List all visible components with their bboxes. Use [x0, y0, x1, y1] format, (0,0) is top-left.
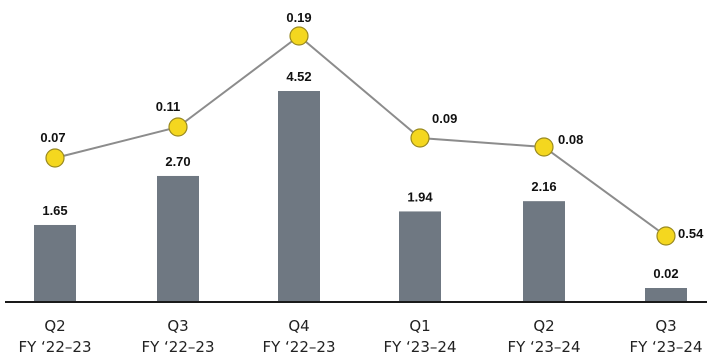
line-point [168, 117, 188, 137]
x-tick-quarter: Q3 [167, 317, 188, 335]
point-value-label: 0.54 [678, 226, 704, 241]
bar-value-label: 1.94 [407, 189, 433, 204]
bar-value-label: 0.02 [653, 266, 678, 281]
bar [34, 224, 76, 302]
x-tick-quarter: Q4 [288, 317, 309, 335]
bar-value-label: 2.70 [165, 154, 190, 169]
point-value-label: 0.09 [432, 111, 457, 126]
x-tick-quarter: Q1 [409, 317, 430, 335]
bar [399, 211, 441, 302]
line-point [45, 148, 65, 168]
bar [157, 175, 199, 302]
x-tick-fiscal-year: FY ‘22–23 [141, 338, 214, 356]
x-tick-quarter: Q2 [533, 317, 554, 335]
point-value-label: 0.08 [558, 132, 583, 147]
bar-data-labels: 1.65 2.70 4.52 1.94 2.16 0.02 [42, 69, 678, 281]
line-point [656, 226, 676, 246]
x-tick-fiscal-year: FY ‘23–24 [629, 338, 702, 356]
bar [278, 91, 320, 302]
line-point [410, 128, 430, 148]
bar-series [34, 91, 687, 302]
bar [645, 288, 687, 302]
x-axis-tick-labels: Q2 FY ‘22–23 Q3 FY ‘22–23 Q4 FY ‘22–23 Q1 FY ‘2… [18, 317, 702, 356]
x-tick-quarter: Q3 [655, 317, 676, 335]
bar-value-label: 1.65 [42, 203, 67, 218]
x-tick-fiscal-year: FY ‘22–23 [262, 338, 335, 356]
line-point [534, 137, 554, 157]
point-value-label: 0.19 [286, 10, 311, 25]
series-line [54, 34, 667, 237]
point-value-label: 0.07 [40, 130, 65, 145]
x-tick-fiscal-year: FY ‘23–24 [507, 338, 580, 356]
bar-value-label: 4.52 [286, 69, 311, 84]
bar [523, 201, 565, 302]
x-tick-fiscal-year: FY ‘23–24 [383, 338, 456, 356]
x-tick-fiscal-year: FY ‘22–23 [18, 338, 91, 356]
line-series [45, 26, 676, 246]
point-data-labels: 0.07 0.11 0.19 0.09 0.08 0.54 [40, 10, 704, 241]
line-point [289, 26, 309, 46]
x-tick-quarter: Q2 [44, 317, 65, 335]
point-value-label: 0.11 [156, 99, 181, 114]
bar-value-label: 2.16 [531, 179, 556, 194]
